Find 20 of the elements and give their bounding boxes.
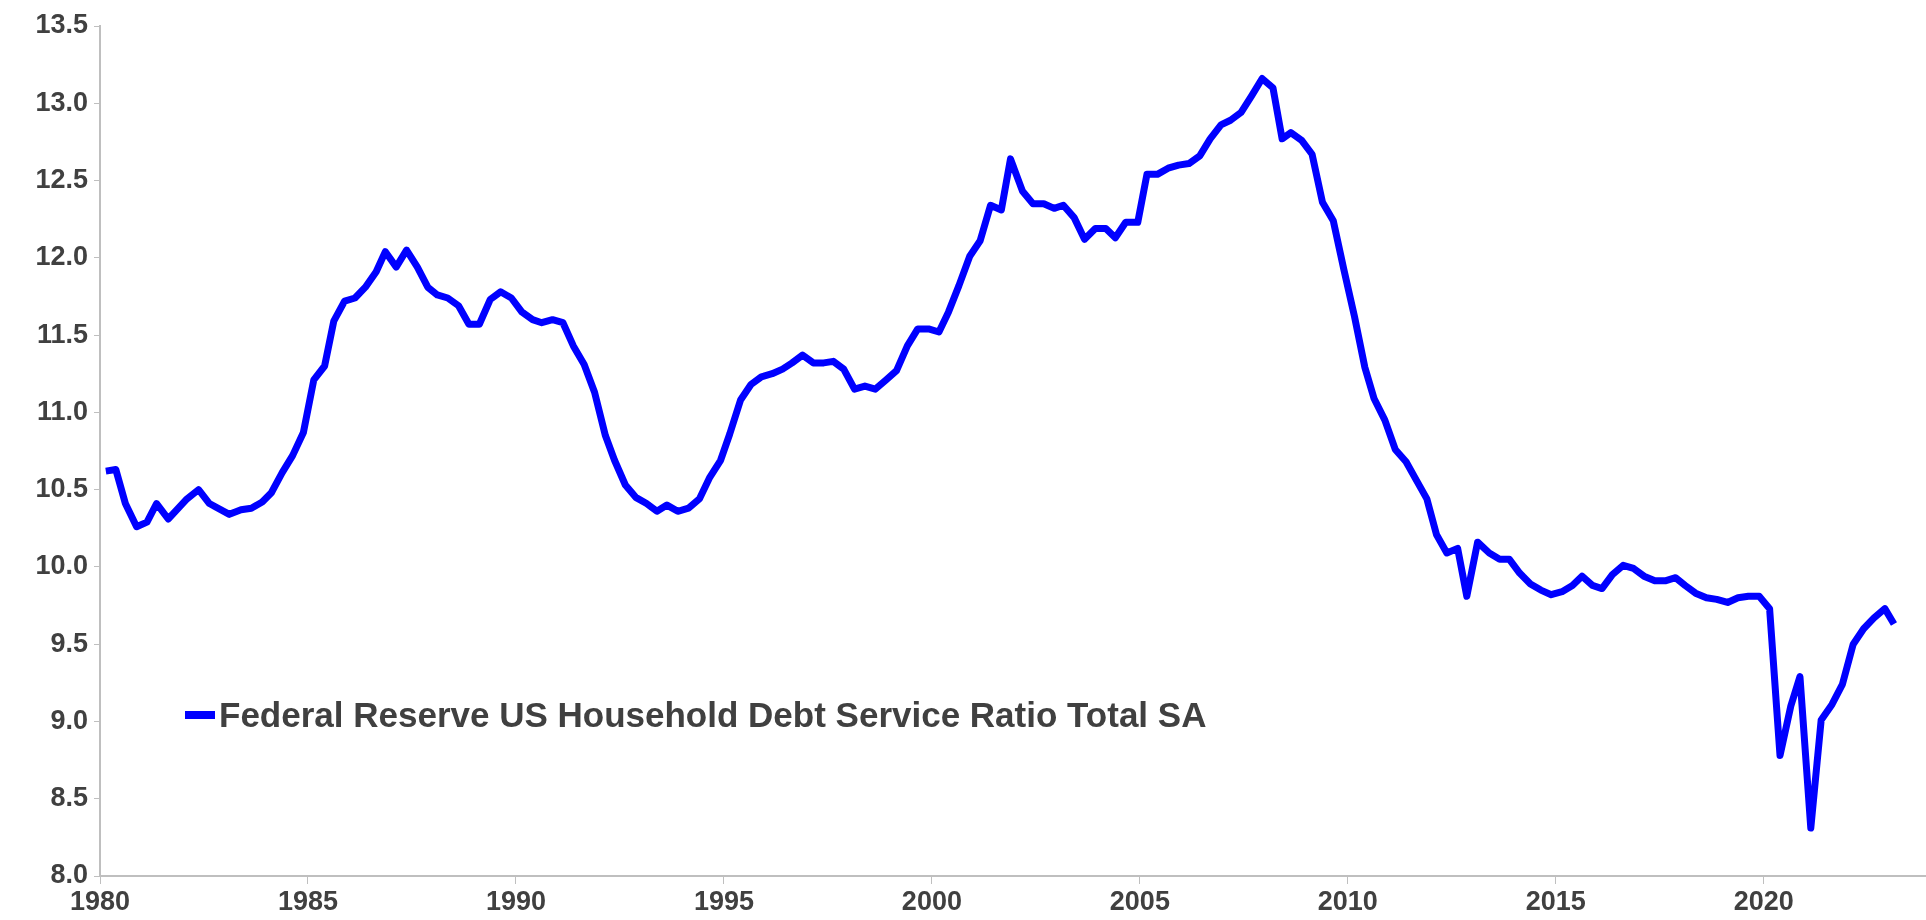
y-tick-label: 11.0 <box>36 395 88 426</box>
y-tick-label: 9.5 <box>50 627 88 658</box>
x-tick-label: 2005 <box>1109 885 1170 916</box>
y-tick-label: 12.0 <box>35 241 88 272</box>
y-tick-label: 8.5 <box>50 782 88 813</box>
y-tick-label: 13.5 <box>35 9 88 40</box>
y-tick-label: 10.5 <box>35 473 88 504</box>
y-tick-label: 11.5 <box>36 318 88 349</box>
x-tick-label: 2010 <box>1317 885 1378 916</box>
y-tick-label: 13.0 <box>35 86 88 117</box>
x-tick-label: 1995 <box>693 885 754 916</box>
x-tick-label: 2020 <box>1733 885 1794 916</box>
x-tick-label: 2015 <box>1525 885 1586 916</box>
y-tick-label: 12.5 <box>35 164 88 194</box>
x-tick-label: 2000 <box>901 885 962 916</box>
x-tick-label: 1990 <box>485 885 546 916</box>
x-tick-label: 1985 <box>277 885 339 916</box>
legend-label: Federal Reserve US Household Debt Service Ratio Total SA <box>219 695 1207 735</box>
y-tick-label: 9.0 <box>50 704 88 735</box>
y-tick-label: 10.0 <box>35 550 88 581</box>
